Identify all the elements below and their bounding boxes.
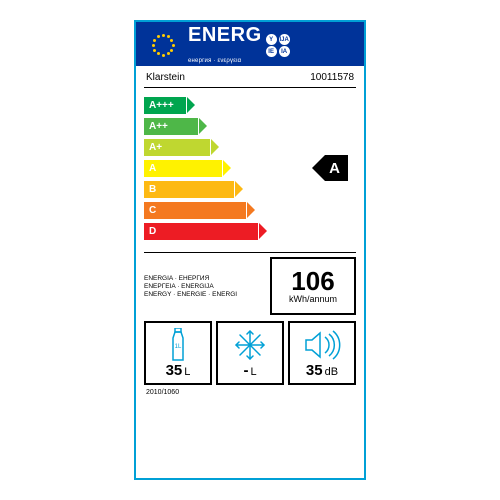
energ-badge: IE [266,46,277,57]
fridge-value: 35 [166,362,183,379]
fridge-unit: L [184,366,190,378]
freezer-unit: L [250,366,256,378]
rating-row: C [144,201,356,220]
noise-value: 35 [306,362,323,379]
brand-name: Klarstein [146,72,185,83]
rating-bar: A [144,160,222,177]
rating-bar: B [144,181,234,198]
rating-bar-label: B [149,184,156,195]
specs-row: 1L 35L -L 35dB [144,321,356,385]
rating-row: D [144,222,356,241]
brand-row: Klarstein 10011578 [136,66,364,85]
svg-text:1L: 1L [175,344,182,350]
energ-badge: Y [266,34,277,45]
consumption-label-line: ENERGY · ENERGIE · ENERGI [144,291,264,298]
energ-suffix-badges: YIJAIEIA [266,34,290,57]
regulation-number: 2010/1060 [136,385,364,396]
rating-row: AA [144,159,356,178]
spec-freezer: -L [216,321,284,385]
rating-bar: D [144,223,258,240]
header: ENERG YIJAIEIA енергия · ενεργεια [136,22,364,66]
divider [144,87,356,88]
model-number: 10011578 [310,72,354,83]
freezer-value: - [243,362,248,379]
energ-badge: IJA [279,34,290,45]
consumption-unit: kWh/annum [289,294,337,304]
energ-subtitle: енергия · ενεργεια [188,58,358,64]
consumption-labels: ENERGIA · ЕНЕРГИЯΕΝΕΡΓΕΙΑ · ENERGIJAENER… [144,257,264,315]
rating-bar: A+ [144,139,210,156]
noise-unit: dB [325,366,338,378]
energ-title: ENERG [188,24,262,47]
rating-bar-label: A+++ [149,100,174,111]
consumption-value: 106 [291,268,334,294]
divider [144,252,356,253]
rating-row: A+++ [144,96,356,115]
bottle-icon: 1L [170,327,186,362]
rating-bar: A+++ [144,97,186,114]
energ-badge: IA [279,46,290,57]
consumption-row: ENERGIA · ЕНЕРГИЯΕΝΕΡΓΕΙΑ · ENERGIJAENER… [144,257,356,315]
rating-bar: A++ [144,118,198,135]
rating-bar-label: A++ [149,121,168,132]
rating-bar: C [144,202,246,219]
rating-row: A++ [144,117,356,136]
rating-row: B [144,180,356,199]
rating-bar-label: D [149,226,156,237]
rating-bar-label: A+ [149,142,162,153]
eu-flag-icon [142,30,182,58]
energy-label: ENERG YIJAIEIA енергия · ενεργεια Klarst… [134,20,366,480]
consumption-label-line: ENERGIA · ЕНЕРГИЯ [144,275,264,282]
spec-noise: 35dB [288,321,356,385]
selected-rating-pointer: A [325,155,348,181]
rating-arrows: A+++A++A+AABCD [136,90,364,250]
sound-icon [302,327,342,362]
snowflake-icon [233,327,267,362]
rating-bar-label: C [149,205,156,216]
consumption-box: 106 kWh/annum [270,257,356,315]
spec-fridge: 1L 35L [144,321,212,385]
consumption-label-line: ΕΝΕΡΓΕΙΑ · ENERGIJA [144,283,264,290]
rating-bar-label: A [149,163,156,174]
